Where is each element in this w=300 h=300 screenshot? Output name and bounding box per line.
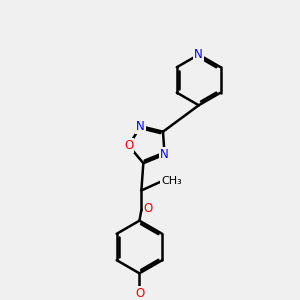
Text: O: O xyxy=(124,139,133,152)
Text: O: O xyxy=(144,202,153,215)
Text: CH₃: CH₃ xyxy=(161,176,182,186)
Text: O: O xyxy=(136,287,145,300)
Text: N: N xyxy=(160,148,169,161)
Text: N: N xyxy=(194,48,203,61)
Text: N: N xyxy=(136,120,145,133)
